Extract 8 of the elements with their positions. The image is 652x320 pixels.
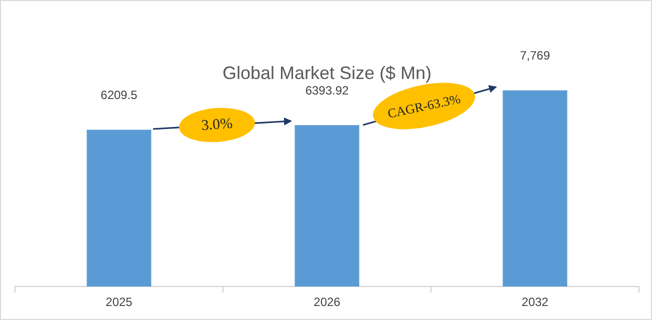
x-tick-label: 2025 xyxy=(106,295,133,310)
x-tick-label: 2032 xyxy=(522,295,549,310)
chart-title: Global Market Size ($ Mn) xyxy=(222,62,432,83)
data-label: 6209.5 xyxy=(100,88,138,102)
data-label: 7,769 xyxy=(520,48,550,63)
annotation: 3.0% xyxy=(200,116,234,134)
data-label: 6393.92 xyxy=(305,83,350,98)
x-tick-label: 2026 xyxy=(314,295,341,310)
